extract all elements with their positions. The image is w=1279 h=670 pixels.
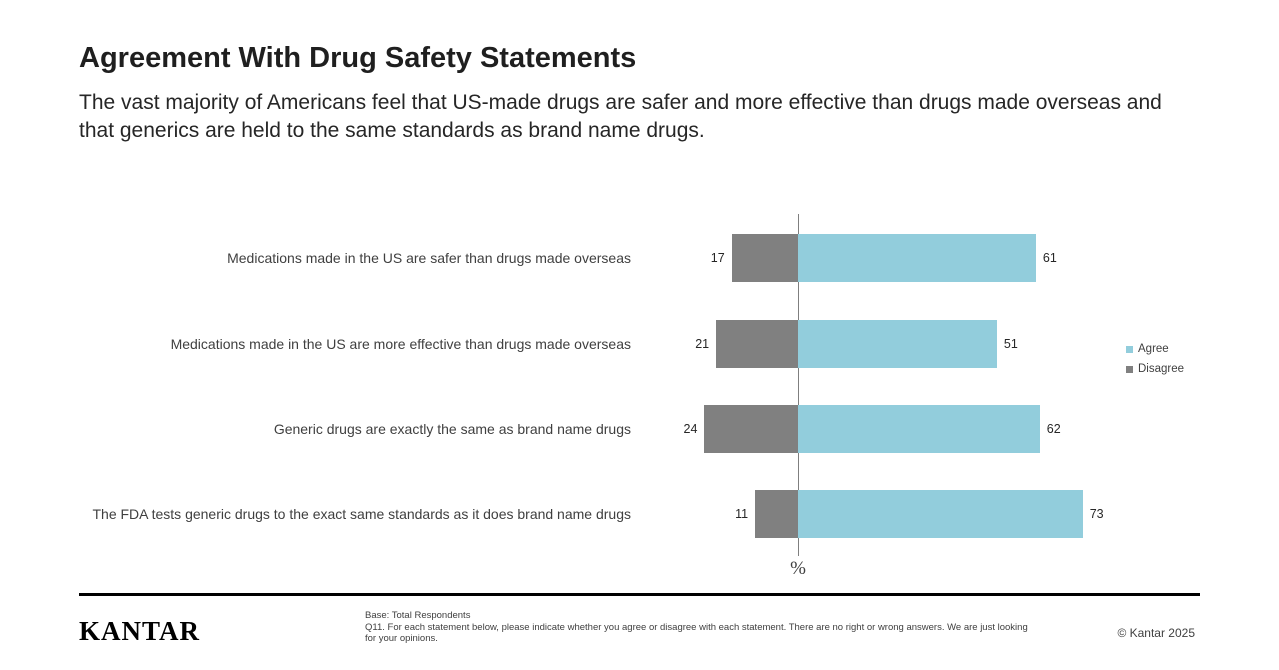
disagree-bar bbox=[731, 234, 798, 282]
legend-item-agree: Agree bbox=[1126, 343, 1184, 355]
disagree-value: 21 bbox=[695, 337, 710, 351]
category-label: The FDA tests generic drugs to the exact… bbox=[92, 506, 631, 522]
disagree-bar bbox=[755, 490, 798, 538]
agree-value: 61 bbox=[1042, 251, 1057, 265]
category-label: Generic drugs are exactly the same as br… bbox=[273, 421, 631, 437]
legend-label-disagree: Disagree bbox=[1138, 363, 1185, 375]
agree-bar bbox=[798, 320, 997, 368]
disagree-bar bbox=[716, 320, 798, 368]
agree-bar bbox=[798, 490, 1083, 538]
page-title: Agreement With Drug Safety Statements bbox=[79, 42, 637, 74]
legend-item-disagree: Disagree bbox=[1126, 363, 1184, 375]
category-label: Medications made in the US are more effe… bbox=[170, 336, 631, 352]
copyright: © Kantar 2025 bbox=[1117, 626, 1195, 640]
legend: Agree Disagree bbox=[1126, 343, 1184, 383]
legend-label-agree: Agree bbox=[1138, 343, 1169, 355]
disagree-bar bbox=[704, 405, 798, 453]
x-axis-label: % bbox=[790, 558, 806, 579]
agree-value: 51 bbox=[1003, 337, 1018, 351]
agree-value: 73 bbox=[1089, 507, 1104, 521]
footnote-question: Q11. For each statement below, please in… bbox=[365, 621, 1028, 645]
disagree-value: 17 bbox=[710, 251, 725, 265]
kantar-logo: KANTAR bbox=[79, 616, 201, 646]
page-subtitle: The vast majority of Americans feel that… bbox=[79, 91, 1162, 142]
category-label: Medications made in the US are safer tha… bbox=[227, 250, 631, 266]
agree-bar bbox=[798, 234, 1036, 282]
legend-swatch-disagree bbox=[1126, 365, 1133, 373]
footnote-base: Base: Total Respondents bbox=[365, 610, 471, 621]
axis-line bbox=[798, 214, 799, 556]
agree-value: 62 bbox=[1046, 422, 1061, 436]
agree-bar bbox=[798, 405, 1040, 453]
disagree-value: 24 bbox=[683, 422, 698, 436]
footnote: Base: Total Respondents Q11. For each st… bbox=[365, 610, 1041, 645]
disagree-value: 11 bbox=[735, 507, 749, 521]
footer-divider bbox=[79, 593, 1200, 596]
legend-swatch-agree bbox=[1126, 345, 1133, 353]
